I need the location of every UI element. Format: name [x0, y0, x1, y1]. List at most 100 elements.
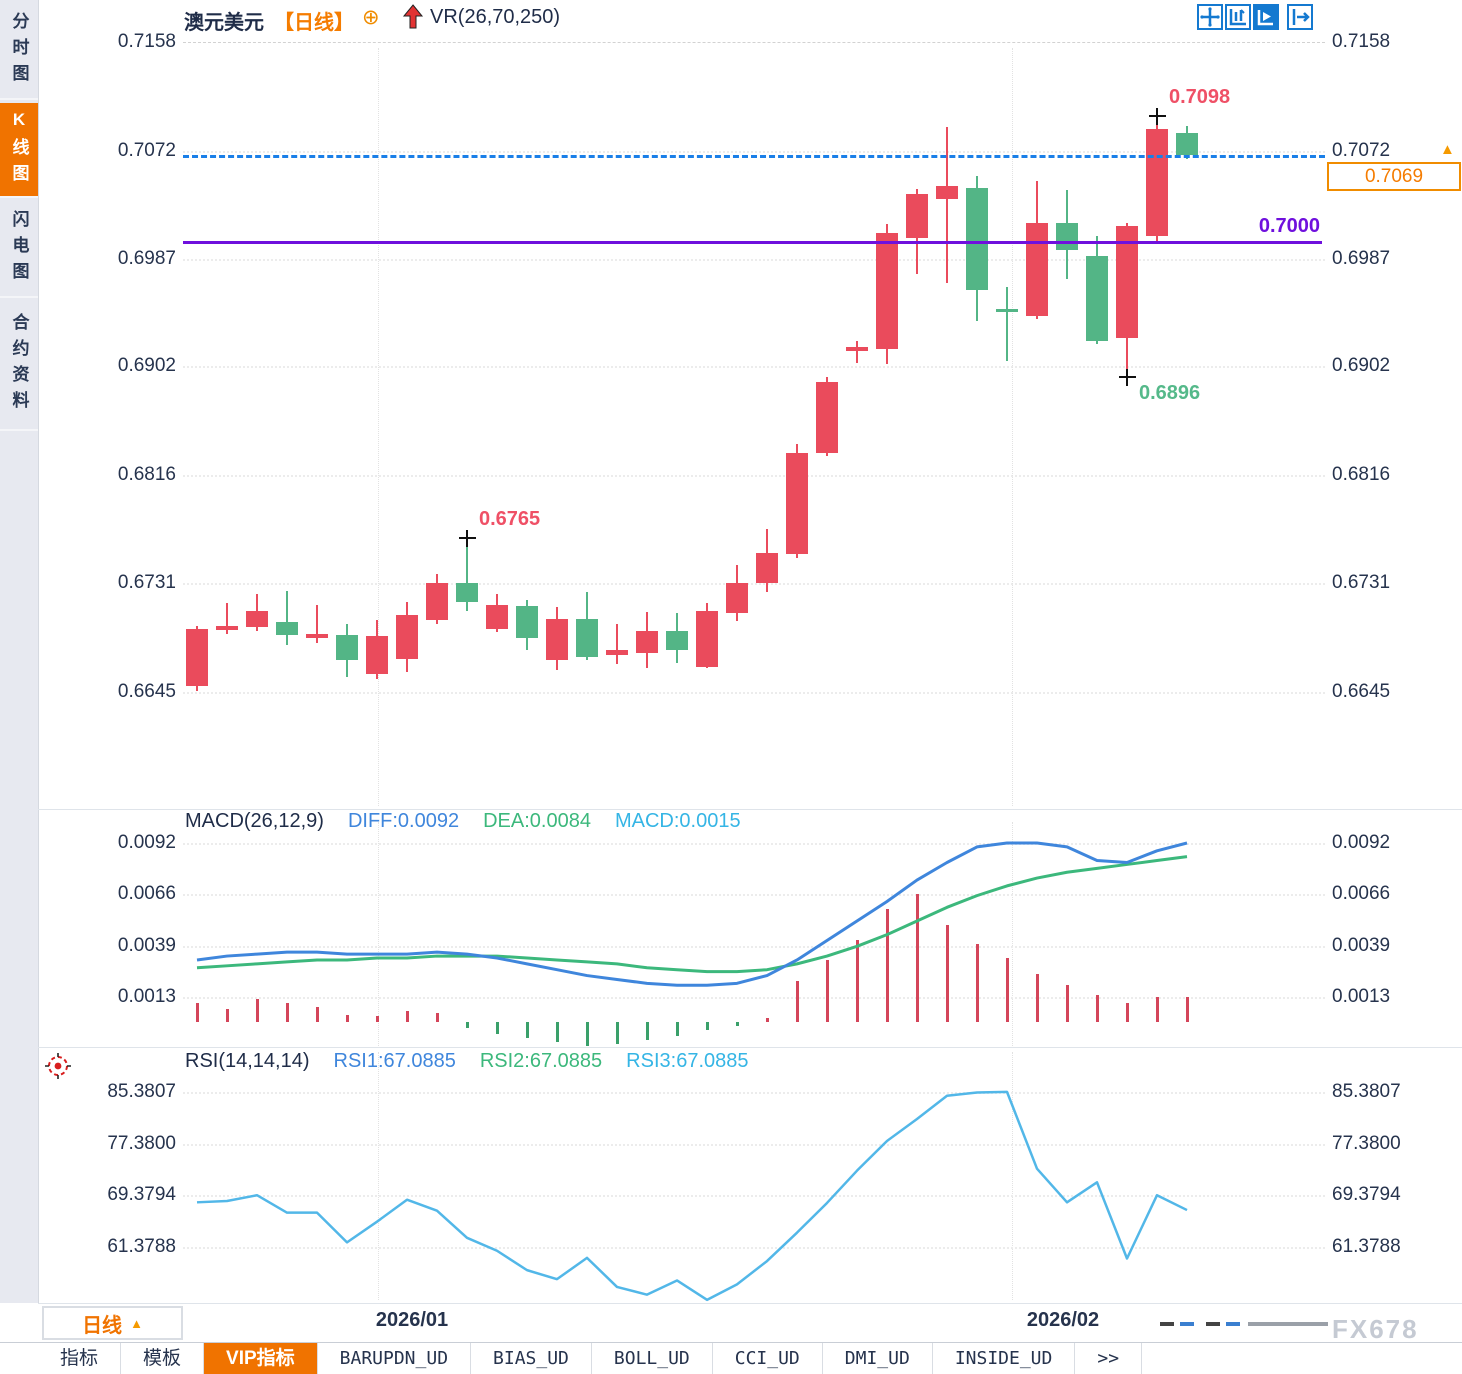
macd-histogram-bar	[466, 1022, 469, 1029]
indicator-tab-bar: 指标 模板 VIP指标 BARUPDN_UD BIAS_UD BOLL_UD CCI_UD D…	[38, 1343, 1143, 1374]
candle	[696, 610, 718, 667]
bottom-tab-4[interactable]: BARUPDN_UD	[318, 1343, 472, 1374]
macd-histogram-bar	[916, 893, 919, 1023]
rsi-gridline	[183, 1092, 1325, 1094]
candle	[1176, 133, 1198, 155]
price-gridline	[183, 42, 1325, 43]
price-axis-label-left: 0.6731	[117, 572, 176, 594]
price-axis-label-right: 0.7072	[1332, 139, 1391, 161]
candle	[1056, 223, 1078, 250]
macd-histogram-bar	[1066, 985, 1069, 1023]
price-marker-label: 0.7098	[1169, 86, 1231, 109]
indicator-target-icon	[45, 1053, 71, 1079]
candle	[486, 604, 508, 629]
scroll-indicator	[1206, 1322, 1220, 1326]
macd-gridline	[183, 893, 1325, 896]
candle	[906, 194, 928, 239]
timeline-row: 日线 ▲ 2026/01 2026/02 FX678	[38, 1304, 1462, 1344]
sidebar-tab-3[interactable]: 闪电图	[0, 202, 38, 298]
macd-gridline	[183, 843, 1325, 845]
candle	[816, 381, 838, 453]
rsi3-value: RSI3:67.0885	[626, 1050, 749, 1072]
macd-histogram-bar	[676, 1022, 679, 1036]
bottom-tab-10[interactable]: >>	[1075, 1343, 1143, 1374]
indicator-tab-row: 指标 模板 VIP指标 BARUPDN_UD BIAS_UD BOLL_UD CCI_UD D…	[0, 1342, 1462, 1374]
candle	[1116, 225, 1138, 339]
auto-scale-icon[interactable]	[1253, 4, 1279, 30]
bottom-tab-7[interactable]: CCI_UD	[713, 1343, 823, 1374]
candle	[306, 633, 328, 638]
rsi-gridline	[183, 1195, 1325, 1198]
alert-price-line	[183, 241, 1322, 244]
macd-histogram-bar	[526, 1022, 529, 1038]
date-gridline	[378, 1052, 379, 1300]
pan-right-icon[interactable]	[1287, 4, 1313, 30]
macd-histogram-bar	[616, 1022, 619, 1044]
move-crosshair-icon[interactable]	[1197, 4, 1223, 30]
x-axis-label: 2026/01	[375, 1309, 449, 1331]
macd-histogram-bar	[226, 1008, 229, 1023]
bottom-tab-6[interactable]: BOLL_UD	[592, 1343, 713, 1374]
macd-axis-label-left: 0.0013	[117, 986, 176, 1007]
sidebar-tab-2[interactable]: K线图	[0, 103, 38, 198]
candle	[606, 650, 628, 656]
bottom-tab-8[interactable]: DMI_UD	[823, 1343, 933, 1374]
price-gridline	[183, 692, 1325, 694]
price-marker-cross	[1149, 108, 1166, 126]
candle	[786, 452, 808, 554]
bottom-tab-5[interactable]: BIAS_UD	[471, 1343, 592, 1374]
candle	[426, 583, 448, 620]
macd-histogram-bar	[766, 1018, 769, 1023]
macd-histogram-bar	[736, 1022, 739, 1027]
candle	[216, 626, 238, 630]
rsi-gridline	[183, 1143, 1325, 1146]
candle	[1086, 256, 1108, 342]
macd-histogram-bar	[196, 1002, 199, 1023]
bottom-tab-3[interactable]: VIP指标	[204, 1343, 318, 1374]
candle	[246, 610, 268, 628]
axis-range-icon[interactable]	[1225, 4, 1251, 30]
period-tag[interactable]: 【日线】	[274, 12, 354, 34]
red-up-arrow-icon	[402, 4, 424, 29]
macd-value: MACD:0.0015	[614, 810, 741, 832]
scroll-indicator	[1160, 1322, 1174, 1326]
scroll-indicator	[1226, 1322, 1240, 1326]
macd-diff-line	[196, 841, 1188, 987]
macd-axis-label-right: 0.0066	[1332, 882, 1391, 904]
scrollbar[interactable]	[1248, 1322, 1328, 1326]
candle-wick	[616, 623, 618, 665]
rsi-axis-label-right: 69.3794	[1332, 1184, 1401, 1206]
price-gridline	[183, 258, 1325, 261]
macd-gridline	[183, 997, 1325, 999]
macd-axis-label-left: 0.0092	[117, 832, 176, 853]
price-marker-label: 0.6765	[479, 507, 541, 530]
sidebar-tab-1[interactable]: 分时图	[0, 4, 38, 100]
macd-axis-label-left: 0.0039	[117, 935, 176, 957]
price-axis-label-left: 0.6645	[117, 681, 176, 702]
panel-separator	[38, 809, 1462, 810]
candle	[726, 583, 748, 614]
price-axis-label-right: 0.6645	[1332, 681, 1391, 702]
price-axis-label-right: 0.6987	[1332, 247, 1391, 269]
macd-dea-line	[196, 855, 1188, 974]
sidebar-tab-4[interactable]: 合约资料	[0, 301, 38, 431]
rsi2-value: RSI2:67.0885	[479, 1050, 603, 1072]
macd-histogram-bar	[496, 1022, 499, 1035]
circle-plus-icon[interactable]: ⊕	[362, 6, 380, 29]
candle-wick	[1006, 286, 1008, 362]
candle	[186, 628, 208, 686]
watermark: FX678	[1332, 1314, 1419, 1344]
candle	[846, 347, 868, 352]
bottom-tab-1[interactable]: 指标	[38, 1343, 122, 1374]
bottom-tab-2[interactable]: 模板	[121, 1343, 205, 1374]
rsi-axis-label-left: 61.3788	[107, 1236, 176, 1257]
macd-histogram-bar	[886, 909, 889, 1023]
price-gridline	[183, 583, 1325, 586]
macd-axis-label-right: 0.0039	[1332, 935, 1391, 957]
macd-histogram-bar	[1156, 997, 1159, 1023]
bottom-tab-9[interactable]: INSIDE_UD	[933, 1343, 1076, 1374]
macd-histogram-bar	[406, 1010, 409, 1023]
price-axis-label-left: 0.6987	[117, 247, 176, 269]
period-selector[interactable]: 日线 ▲	[42, 1306, 183, 1340]
